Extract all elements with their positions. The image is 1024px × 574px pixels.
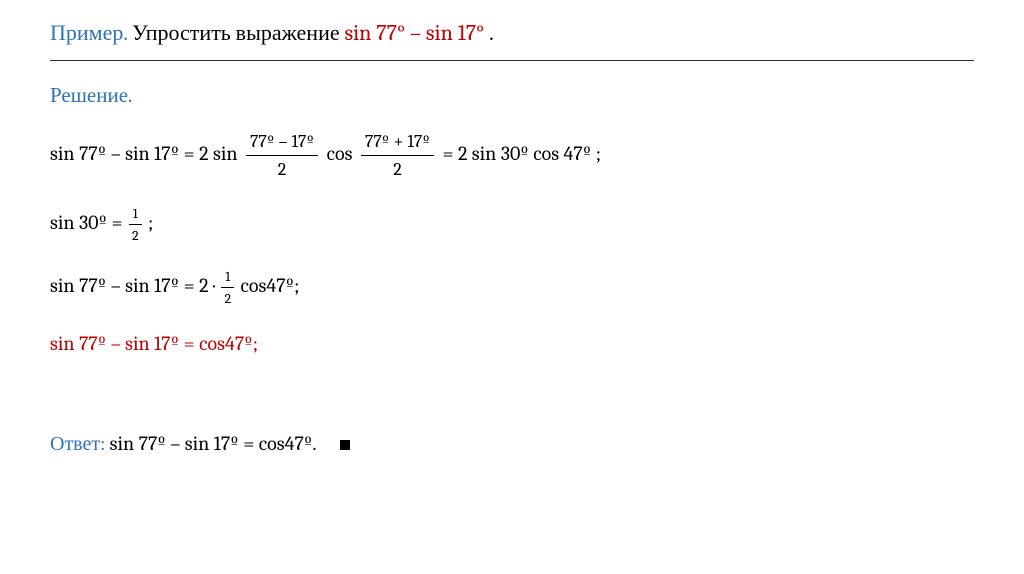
- example-expression: sin 77° – sin 17°: [344, 20, 484, 46]
- line1-frac1-den: 2: [246, 156, 318, 183]
- line3-lhs: sin 77º – sin 17º = 2 ·: [50, 274, 219, 297]
- line1-rhs: = 2 sin 30º cos 47º ;: [442, 142, 601, 165]
- line1-eq1: = 2 sin: [184, 142, 238, 165]
- math-line-4: sin 77º – sin 17º = cos47º;: [50, 329, 974, 359]
- example-header: Пример. Упростить выражение sin 77° – si…: [50, 20, 974, 46]
- line1-mid: cos: [327, 142, 353, 165]
- line1-frac1: 77º – 17º 2: [246, 128, 318, 183]
- line2-frac: 1 2: [129, 203, 142, 246]
- math-line-2: sin 30º = 1 2 ;: [50, 203, 974, 246]
- line1-frac2: 77º + 17º 2: [361, 128, 434, 183]
- example-period: .: [489, 20, 494, 46]
- solution-label: Решение.: [50, 83, 974, 108]
- end-marker-icon: [340, 440, 350, 450]
- divider-line: [50, 60, 974, 61]
- line3-frac-num: 1: [221, 266, 234, 288]
- line4-text: sin 77º – sin 17º = cos47º;: [50, 332, 258, 355]
- line3-frac-den: 2: [221, 288, 234, 309]
- line1-frac1-num: 77º – 17º: [246, 128, 318, 156]
- line3-tail: cos47º;: [241, 274, 300, 297]
- example-text: Упростить выражение: [132, 20, 344, 46]
- line3-frac: 1 2: [221, 266, 234, 309]
- math-line-1: sin 77º – sin 17º = 2 sin 77º – 17º 2 co…: [50, 128, 974, 183]
- example-label: Пример.: [50, 20, 127, 46]
- line2-frac-den: 2: [129, 225, 142, 246]
- answer-label: Ответ:: [50, 432, 105, 455]
- math-line-3: sin 77º – sin 17º = 2 · 1 2 cos47º;: [50, 266, 974, 309]
- answer-text: sin 77º – sin 17º = cos47º.: [110, 432, 316, 455]
- line2-tail: ;: [148, 211, 153, 234]
- line1-frac2-den: 2: [361, 156, 434, 183]
- answer-line: Ответ: sin 77º – sin 17º = cos47º.: [50, 429, 974, 459]
- line1-frac2-num: 77º + 17º: [361, 128, 434, 156]
- line2-lhs: sin 30º =: [50, 211, 127, 234]
- line1-lhs: sin 77º – sin 17º: [50, 142, 179, 165]
- line2-frac-num: 1: [129, 203, 142, 225]
